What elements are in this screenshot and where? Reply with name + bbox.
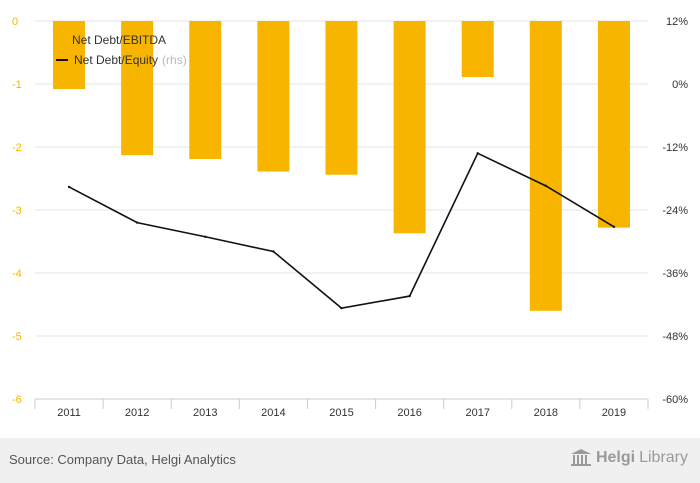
legend: Net Debt/EBITDA Net Debt/Equity (rhs) xyxy=(56,30,187,70)
brand-name-part2: Library xyxy=(639,449,688,466)
x-tick-label: 2011 xyxy=(57,407,81,419)
brand-logo[interactable]: Helgi Library xyxy=(570,449,688,467)
legend-line-suffix: (rhs) xyxy=(162,53,187,67)
bar xyxy=(121,21,154,156)
source-text: Source: Company Data, Helgi Analytics xyxy=(9,452,236,467)
x-tick-label: 2019 xyxy=(602,407,626,419)
line-point xyxy=(272,250,275,253)
y-left-tick-label: -4 xyxy=(12,268,22,280)
legend-item-line[interactable]: Net Debt/Equity (rhs) xyxy=(56,50,187,70)
y-right-tick-label: 12% xyxy=(666,16,688,28)
bar-layer xyxy=(53,21,630,311)
library-building-icon xyxy=(570,449,591,466)
line-point xyxy=(476,152,479,155)
legend-bar-swatch xyxy=(56,35,66,45)
x-tick-label: 2013 xyxy=(193,407,217,419)
bar xyxy=(597,21,630,228)
y-right-tick-label: -24% xyxy=(662,205,688,217)
line-point xyxy=(544,184,548,188)
x-tick-label: 2012 xyxy=(125,407,149,419)
y-right-tick-label: -60% xyxy=(662,394,688,406)
bar xyxy=(393,21,426,234)
line-layer xyxy=(67,152,616,310)
line-point xyxy=(67,185,71,189)
y-left-tick-label: -1 xyxy=(12,79,22,91)
brand-name-part1: Helgi xyxy=(595,449,636,466)
y-right-tick-label: -48% xyxy=(662,331,688,343)
bar xyxy=(189,21,222,159)
y-left-tick-label: -6 xyxy=(12,394,22,406)
y-left-tick-label: -3 xyxy=(12,205,22,217)
bar xyxy=(461,21,494,78)
y-left-tick-label: -2 xyxy=(12,142,22,154)
line-point xyxy=(135,221,139,224)
chart-svg: 0 12% -1 0% -2 -12% -3 -24% -4 -36% -5 -48% -6 -60% 20… xyxy=(12,16,688,419)
x-tick-label: 2018 xyxy=(534,407,558,419)
line-point xyxy=(204,235,207,238)
line-point xyxy=(612,225,616,228)
bar xyxy=(529,21,562,311)
bar xyxy=(325,21,358,175)
line-point xyxy=(340,306,343,310)
legend-item-bar[interactable]: Net Debt/EBITDA xyxy=(56,30,187,50)
x-tick-label: 2014 xyxy=(261,407,285,419)
legend-bar-label: Net Debt/EBITDA xyxy=(72,33,167,47)
legend-line-swatch xyxy=(56,59,68,61)
bar xyxy=(53,21,86,90)
y-right-tick-label: -36% xyxy=(662,268,688,280)
y-right-tick-label: 0% xyxy=(672,79,688,91)
y-left-tick-label: -5 xyxy=(12,331,22,343)
line-point xyxy=(408,294,411,298)
bar xyxy=(257,21,290,172)
legend-line-label: Net Debt/Equity xyxy=(74,53,159,67)
y-left-tick-label: 0 xyxy=(12,16,18,28)
x-tick-label: 2016 xyxy=(397,407,421,419)
x-tick-label: 2017 xyxy=(465,407,489,419)
x-tick-label: 2015 xyxy=(329,407,353,419)
y-right-tick-label: -12% xyxy=(662,142,688,154)
axis-layer: 0 12% -1 0% -2 -12% -3 -24% -4 -36% -5 -48% -6 -60% 20… xyxy=(12,16,688,419)
footer: Source: Company Data, Helgi Analytics He… xyxy=(0,438,700,483)
